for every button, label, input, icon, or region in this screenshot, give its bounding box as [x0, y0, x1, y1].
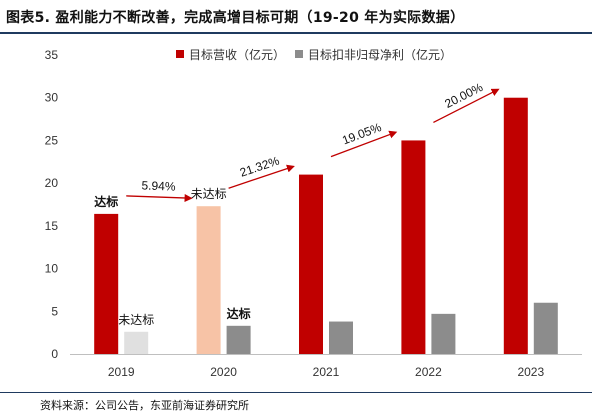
x-tick-label: 2020 [210, 365, 237, 379]
y-tick-label: 25 [45, 133, 59, 147]
profit-bar [533, 302, 558, 354]
x-tick-label: 2019 [108, 365, 135, 379]
bar-status-label: 达标 [94, 194, 118, 209]
legend: 目标营收（亿元） 目标扣非归母净利（亿元） [176, 47, 452, 62]
legend-label-profit: 目标扣非归母净利（亿元） [308, 47, 452, 62]
growth-rate-label: 21.32% [238, 153, 281, 179]
revenue-bar [401, 140, 426, 354]
bar-status-label: 未达标 [191, 187, 227, 201]
y-tick-label: 20 [45, 176, 59, 190]
profit-bar [124, 331, 149, 354]
bars [94, 97, 558, 354]
axes: 0 5 10 15 20 25 30 35 2019 2020 2021 2022 2023 [45, 48, 582, 379]
growth-arrow [228, 164, 295, 189]
bar-status-label: 未达标 [118, 313, 154, 327]
revenue-bar [299, 174, 323, 354]
x-tick-label: 2023 [517, 365, 544, 379]
profit-bar [329, 321, 353, 354]
x-tick-label: 2021 [313, 365, 340, 379]
chart-title: 图表5. 盈利能力不断改善，完成高增目标可期（19-20 年为实际数据） [6, 10, 465, 26]
y-tick-label: 15 [45, 219, 59, 233]
y-tick-label: 10 [45, 262, 59, 276]
revenue-bar [196, 206, 221, 354]
growth-arrow [126, 193, 193, 202]
y-tick-label: 0 [51, 347, 58, 361]
x-tick-label: 2022 [415, 365, 442, 379]
growth-rate-label: 5.94% [141, 178, 176, 193]
growth-rate-label: 19.05% [340, 120, 383, 148]
legend-swatch-revenue [176, 50, 184, 58]
y-tick-label: 5 [51, 304, 58, 318]
profit-bar [431, 313, 456, 354]
legend-swatch-profit [295, 50, 303, 58]
y-tick-label: 30 [45, 91, 59, 105]
bar-status-label: 达标 [227, 306, 251, 321]
y-tick-label: 35 [45, 48, 59, 62]
revenue-bar [503, 97, 528, 354]
source-note: 资料来源：公司公告，东亚前海证券研究所 [40, 399, 249, 412]
profit-bar [226, 325, 251, 354]
growth-arrow [433, 88, 500, 124]
title-bar: 图表5. 盈利能力不断改善，完成高增目标可期（19-20 年为实际数据） [0, 0, 592, 34]
source-bar: 资料来源：公司公告，东亚前海证券研究所 [0, 392, 592, 416]
growth-arrow [330, 130, 398, 158]
legend-label-revenue: 目标营收（亿元） [189, 47, 285, 62]
revenue-bar [94, 213, 119, 354]
